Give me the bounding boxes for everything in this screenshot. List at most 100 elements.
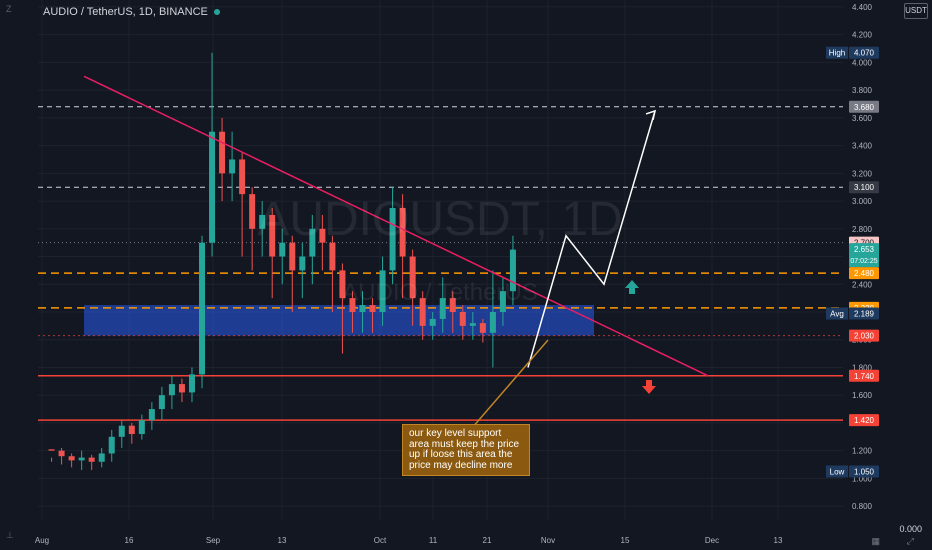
- calendar-icon[interactable]: ▦: [871, 536, 880, 546]
- time-tick-label: 15: [621, 536, 630, 545]
- price-levels: [38, 106, 843, 421]
- ruler-icon[interactable]: ⊥: [6, 530, 14, 540]
- projection-arrow: [527, 110, 656, 368]
- price-tick-label: 1.800: [852, 363, 873, 372]
- price-label-value: 1.420: [854, 416, 875, 425]
- candle-body: [469, 323, 476, 326]
- price-tag-bg: [826, 307, 848, 320]
- trendline: [83, 75, 709, 377]
- price-label-value: 1.740: [854, 372, 875, 381]
- price-tick-label: 3.400: [852, 142, 873, 151]
- watermark-ticker: AUDIOUSDT, 1D: [257, 193, 622, 246]
- candle-body: [188, 374, 195, 393]
- candle-body: [489, 312, 496, 333]
- currency-badge[interactable]: USDT: [904, 3, 928, 19]
- candle-body: [329, 242, 336, 271]
- price-label-value: 1.050: [854, 467, 875, 476]
- time-tick-label: 13: [278, 536, 287, 545]
- price-tick-label: 3.200: [852, 169, 873, 178]
- time-tick-label: Dec: [705, 536, 719, 545]
- price-tick-label: 2.800: [852, 225, 873, 234]
- candle-body: [429, 318, 436, 326]
- price-label-bg: [849, 100, 879, 113]
- candle-body: [279, 242, 286, 257]
- price-label-bg: [849, 267, 879, 280]
- price-label-value: 2.480: [854, 269, 875, 278]
- corner-value: 0.000: [899, 524, 922, 534]
- price-tick-label: 1.600: [852, 391, 873, 400]
- support-zone: [84, 305, 594, 336]
- watermark-name: AUDIO / TetherUS: [342, 279, 538, 306]
- symbol-title[interactable]: AUDIO / TetherUS, 1D, BINANCE: [43, 6, 208, 18]
- time-axis: Aug 16 Sep 13 Oct 11 21 Nov 15 Dec 13: [35, 536, 783, 545]
- candle-body: [339, 270, 346, 299]
- price-tag-bg: [826, 46, 848, 59]
- time-tick-label: 16: [125, 536, 134, 545]
- candle-body: [419, 298, 426, 326]
- price-tick-label: 1.200: [852, 447, 873, 456]
- time-tick-label: Aug: [35, 536, 49, 545]
- candle-body: [439, 298, 446, 319]
- candle-body: [148, 409, 155, 421]
- symbol-header[interactable]: AUDIO / TetherUS, 1D, BINANCE: [43, 6, 220, 18]
- price-label-bg: [849, 369, 879, 382]
- candle-body: [289, 242, 296, 271]
- price-tick-label: 2.400: [852, 280, 873, 289]
- annotation-callout: our key level support area must keep the…: [402, 424, 530, 476]
- candle-body: [409, 256, 416, 299]
- price-label-value: 2.189: [854, 310, 875, 319]
- candle-body: [78, 457, 85, 461]
- z-icon[interactable]: Z: [6, 4, 12, 14]
- candle-body: [459, 312, 466, 326]
- candle-body: [108, 436, 115, 454]
- candle-body: [229, 159, 236, 174]
- arrow-up-icon: [625, 280, 639, 294]
- price-tag-label: High: [829, 49, 845, 58]
- annotation-text: our key level support area must keep the…: [409, 428, 520, 471]
- price-label-bg: [849, 46, 879, 59]
- projection-arrowhead: [645, 109, 657, 121]
- price-tick-label: 3.600: [852, 114, 873, 123]
- price-tick-label: 3.800: [852, 86, 873, 95]
- candle-body: [369, 305, 376, 312]
- time-tick-label: Sep: [206, 536, 221, 545]
- candle-body: [389, 208, 396, 271]
- candle-body: [259, 214, 266, 229]
- price-axis: 4.400 4.200 4.000 3.800 3.600 3.400 3.200 3.000…: [826, 3, 879, 511]
- candles: [48, 52, 516, 471]
- price-label-bg: [849, 329, 879, 342]
- price-label-value: 2.030: [854, 332, 875, 341]
- status-dot: [213, 9, 220, 16]
- candle-body: [299, 256, 306, 271]
- candle-body: [128, 425, 135, 435]
- candle-body: [399, 208, 406, 257]
- price-tick-label: 4.000: [852, 58, 873, 67]
- time-tick-label: 11: [429, 536, 438, 545]
- price-tick-label: 1.000: [852, 474, 873, 483]
- time-tick-label: Oct: [374, 536, 387, 545]
- price-tick-label: 4.400: [852, 3, 873, 12]
- candle-body: [138, 420, 145, 435]
- candle-body: [319, 228, 326, 243]
- candle-body: [168, 384, 175, 396]
- candle-body: [118, 425, 125, 437]
- candle-body: [158, 395, 165, 410]
- candle-body: [479, 323, 486, 333]
- time-tick-label: Nov: [541, 536, 555, 545]
- candle-body: [509, 249, 516, 292]
- arrow-down-icon: [642, 380, 656, 394]
- price-label-bg: [849, 307, 879, 320]
- candle-body: [349, 298, 356, 312]
- candle-body: [499, 291, 506, 312]
- candle-body: [98, 453, 105, 462]
- candle-body: [199, 242, 206, 375]
- price-label-bg: [849, 243, 879, 268]
- candle-body: [249, 194, 256, 229]
- candle-body: [239, 159, 246, 195]
- fullscreen-icon[interactable]: ⤢: [906, 536, 914, 546]
- candle-body: [178, 384, 185, 393]
- candle-body: [88, 457, 95, 462]
- candle-body: [309, 228, 316, 257]
